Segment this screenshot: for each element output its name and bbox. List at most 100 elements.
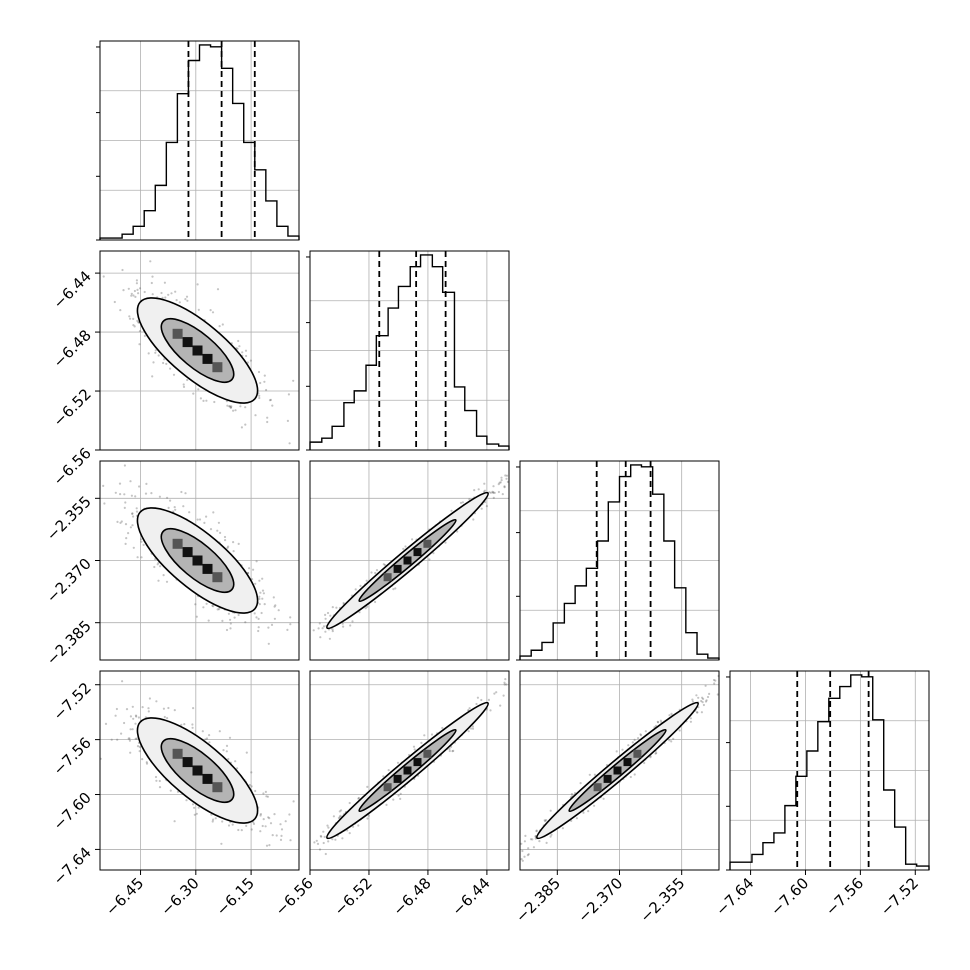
scatter-point — [140, 540, 143, 543]
scatter-point — [254, 414, 257, 417]
scatter-point — [279, 838, 283, 842]
scatter-point — [135, 282, 138, 285]
scatter-point — [228, 405, 231, 408]
scatter-point — [125, 537, 128, 540]
scatter-point — [229, 406, 233, 409]
scatter-point — [268, 817, 271, 820]
scatter-point — [167, 293, 170, 296]
scatter-point — [258, 595, 261, 598]
scatter-point — [129, 317, 132, 320]
scatter-point — [266, 420, 269, 424]
scatter-point — [238, 345, 241, 348]
scatter-point — [140, 556, 143, 559]
scatter-point — [654, 752, 657, 755]
panel-frame — [309, 670, 510, 871]
scatter-point — [487, 698, 490, 702]
scatter-point — [292, 379, 295, 382]
ytick-label: −6.44 — [50, 267, 95, 312]
scatter-point — [503, 681, 506, 684]
scatter-point — [265, 795, 268, 798]
scatter-point — [221, 820, 224, 823]
scatter-point — [149, 260, 152, 263]
scatter-point — [706, 695, 710, 699]
scatter-point — [114, 714, 117, 717]
scatter-point — [142, 543, 145, 547]
scatter-point — [232, 550, 235, 553]
scatter-point — [411, 538, 414, 541]
scatter-point — [529, 838, 533, 841]
scatter-point — [254, 789, 257, 793]
scatter-point — [244, 621, 247, 624]
scatter-point — [492, 491, 495, 494]
scatter-point — [338, 815, 341, 818]
scatter-point — [165, 580, 169, 583]
ytick-label: −6.48 — [50, 326, 95, 371]
scatter-point — [209, 309, 212, 312]
scatter-point — [538, 840, 541, 843]
scatter-point — [657, 721, 660, 724]
scatter-point — [197, 308, 200, 311]
xtick-label: −6.15 — [213, 874, 258, 919]
scatter-point — [321, 627, 324, 630]
scatter-point — [491, 490, 494, 493]
scatter-point — [166, 717, 169, 720]
scatter-point — [221, 619, 224, 623]
scatter-point — [315, 839, 318, 842]
scatter-point — [341, 837, 344, 840]
scatter-point — [259, 813, 262, 816]
scatter-point — [639, 734, 643, 737]
scatter-point — [269, 398, 272, 401]
scatter-point — [182, 505, 185, 508]
scatter-point — [191, 723, 194, 726]
scatter-point — [272, 596, 275, 599]
scatter-point — [503, 485, 506, 488]
scatter-point — [123, 721, 126, 725]
scatter-point — [216, 288, 220, 291]
scatter-point — [124, 501, 127, 504]
scatter-point — [502, 694, 505, 697]
scatter-point — [396, 761, 400, 764]
scatter-point — [148, 697, 151, 700]
scatter-point — [695, 694, 698, 697]
scatter-point — [467, 730, 470, 733]
scatter-point — [326, 611, 330, 615]
density-block — [212, 782, 223, 793]
scatter-point — [335, 606, 338, 609]
density-block — [593, 783, 602, 792]
scatter-point — [451, 750, 454, 753]
scatter-point — [535, 829, 538, 832]
scatter-point — [147, 352, 150, 355]
panel-frame — [309, 460, 510, 661]
scatter-point — [248, 783, 251, 787]
scatter-point — [452, 749, 455, 753]
scatter-point — [119, 309, 122, 312]
scatter-point — [258, 394, 261, 397]
scatter-point — [527, 853, 530, 856]
scatter-point — [261, 597, 264, 600]
scatter-point — [191, 726, 194, 729]
scatter-point — [155, 779, 158, 782]
scatter-point — [197, 806, 200, 809]
density-block — [603, 774, 612, 783]
scatter-point — [475, 702, 478, 706]
scatter-point — [263, 603, 266, 606]
scatter-point — [234, 760, 237, 763]
scatter-point — [476, 696, 479, 699]
scatter-point — [154, 351, 157, 354]
scatter-point — [492, 485, 495, 488]
scatter-point — [123, 493, 126, 496]
scatter-point — [225, 628, 229, 632]
scatter-point — [130, 494, 133, 497]
panel-2-0: −2.385 −2.370 −2.355 — [43, 460, 300, 669]
density-block — [212, 572, 223, 583]
scatter-point — [477, 488, 480, 491]
scatter-point — [323, 835, 326, 839]
scatter-point — [257, 617, 260, 621]
scatter-point — [159, 565, 162, 568]
scatter-point — [273, 813, 276, 816]
scatter-point — [227, 757, 230, 761]
scatter-point — [229, 622, 232, 625]
scatter-point — [178, 301, 181, 304]
panel-2-2 — [516, 460, 720, 661]
scatter-point — [523, 840, 527, 843]
